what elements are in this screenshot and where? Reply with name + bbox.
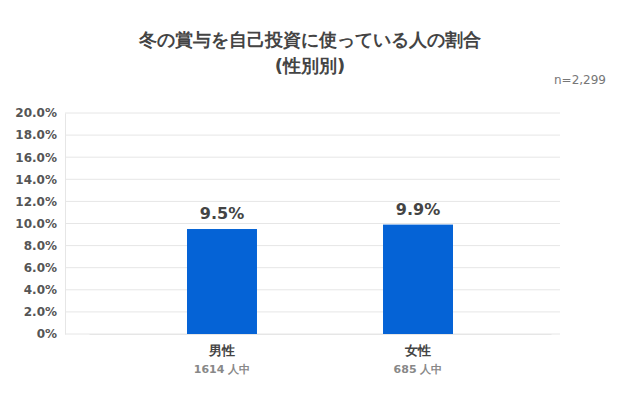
y-tick: 10.0%	[15, 217, 65, 231]
bar	[187, 229, 257, 334]
annotation: n=2,299	[554, 73, 606, 87]
y-tick-label: 6.0%	[24, 261, 57, 275]
y-tick: 14.0%	[15, 173, 65, 187]
bars	[187, 225, 453, 334]
y-tick-label: 14.0%	[15, 173, 57, 187]
y-tick: 6.0%	[24, 261, 65, 275]
grid-line	[65, 267, 560, 268]
data-labels: 9.5% 9.9%	[200, 200, 440, 223]
y-tick-label: 4.0%	[24, 283, 57, 297]
x-tick-label: 男性	[208, 343, 235, 358]
grid-line	[65, 201, 560, 202]
grid	[65, 113, 560, 334]
bar	[383, 225, 453, 334]
grid-line	[65, 179, 560, 180]
y-tick: 4.0%	[24, 283, 65, 297]
y-tick: 2.0%	[24, 305, 65, 319]
y-axis: 0% 2.0% 4.0% 6.0% 8.0% 10.0% 12.0% 14.0% 16.0% 18…	[15, 106, 65, 341]
x-axis-line	[90, 334, 552, 335]
y-tick-label: 8.0%	[24, 239, 57, 253]
x-axis: 男性 女性	[90, 334, 552, 358]
grid-line	[65, 245, 560, 246]
category-sublabels: 1614 人中 685 人中	[194, 363, 443, 376]
y-tick: 12.0%	[15, 195, 65, 209]
x-tick-label: 女性	[404, 343, 431, 358]
title: 冬の賞与を自己投資に使っている人の割合	[138, 29, 481, 50]
grid-line	[65, 157, 560, 158]
category-sublabel: 1614 人中	[194, 363, 250, 376]
y-tick-label: 10.0%	[15, 217, 57, 231]
y-axis-line	[65, 114, 66, 335]
x-tick: 女性	[404, 334, 431, 358]
grid-line	[65, 289, 560, 290]
grid-line	[65, 113, 560, 114]
y-tick: 20.0%	[15, 106, 65, 120]
y-tick: 18.0%	[15, 128, 65, 142]
grid-line	[65, 334, 560, 335]
y-tick: 16.0%	[15, 151, 65, 165]
x-tick: 男性	[208, 334, 235, 358]
grid-line	[65, 311, 560, 312]
grid-line	[65, 223, 560, 224]
y-tick-label: 16.0%	[15, 151, 57, 165]
y-tick-label: 0%	[37, 327, 57, 341]
y-tick: 0%	[37, 327, 65, 341]
grid-line	[65, 135, 560, 136]
y-tick: 8.0%	[24, 239, 65, 253]
y-tick-label: 18.0%	[15, 128, 57, 142]
category-sublabel: 685 人中	[394, 363, 443, 376]
y-tick-label: 12.0%	[15, 195, 57, 209]
subtitle: (性別別)	[275, 55, 345, 76]
y-tick-label: 20.0%	[15, 106, 57, 120]
data-label: 9.5%	[200, 204, 244, 223]
chart: 冬の賞与を自己投資に使っている人の割合 (性別別) n=2,299 0% 2.0% 4.0…	[0, 0, 630, 393]
data-label: 9.9%	[396, 200, 440, 219]
y-tick-label: 2.0%	[24, 305, 57, 319]
